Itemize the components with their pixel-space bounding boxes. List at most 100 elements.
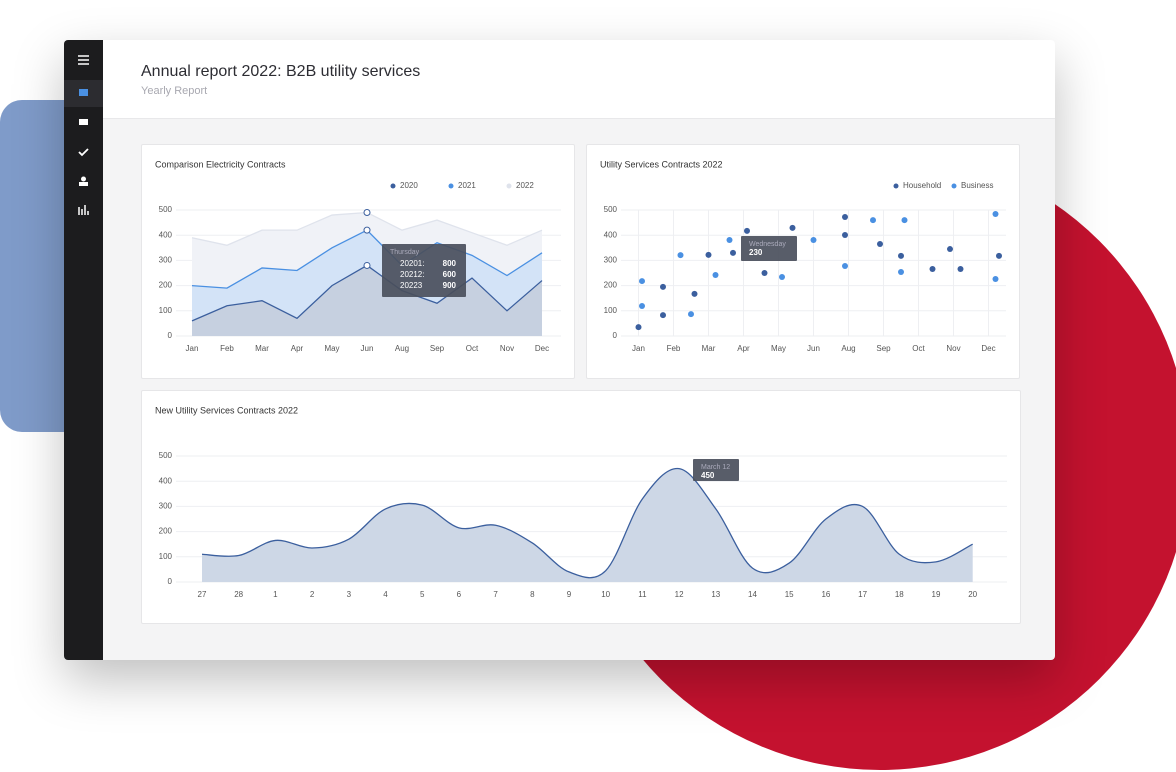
tooltip-label: 20223 xyxy=(400,281,423,290)
tooltip-title: Wednesday xyxy=(749,241,786,248)
point xyxy=(660,312,666,319)
y-tick-label: 300 xyxy=(159,256,173,265)
x-tick-label: 13 xyxy=(711,590,720,599)
chart-title: Comparison Electricity Contracts xyxy=(155,159,286,169)
x-tick-label: Apr xyxy=(291,344,304,353)
user-icon xyxy=(79,182,88,186)
x-tick-label: 28 xyxy=(234,590,243,599)
tooltip-value: 800 xyxy=(443,259,457,268)
x-tick-label: 8 xyxy=(530,590,535,599)
point xyxy=(870,217,876,224)
point xyxy=(779,274,785,281)
chart-title: Utility Services Contracts 2022 xyxy=(600,159,723,169)
y-tick-label: 100 xyxy=(159,552,173,561)
chart-icon[interactable] xyxy=(78,205,89,215)
point xyxy=(947,246,953,253)
y-tick-label: 300 xyxy=(159,502,173,511)
x-tick-label: Feb xyxy=(220,344,234,353)
chart-panel: New Utility Services Contracts 2022 0 100 2… xyxy=(141,390,1021,624)
x-tick-label: Mar xyxy=(702,344,716,353)
tooltip-value: 450 xyxy=(701,471,715,480)
point xyxy=(726,236,733,243)
y-tick-label: 400 xyxy=(159,230,173,239)
x-tick-label: 1 xyxy=(273,590,278,599)
point xyxy=(992,276,999,283)
y-tick-label: 400 xyxy=(604,230,618,239)
user-icon[interactable] xyxy=(81,176,86,182)
app-window: Annual report 2022: B2B utility services… xyxy=(64,40,1055,660)
x-tick-label: Aug xyxy=(395,344,409,353)
x-tick-label: 2 xyxy=(310,590,315,599)
legend-label: Business xyxy=(961,181,993,190)
point xyxy=(898,268,904,275)
point xyxy=(691,290,698,297)
y-tick-label: 100 xyxy=(159,306,173,315)
point xyxy=(957,265,964,272)
point xyxy=(635,324,642,331)
legend-label: 2022 xyxy=(516,181,534,190)
x-tick-label: 4 xyxy=(383,590,388,599)
y-tick-label: 200 xyxy=(159,527,173,536)
tooltip xyxy=(693,459,739,481)
x-tick-label: Oct xyxy=(912,344,925,353)
legend-marker xyxy=(951,183,957,189)
y-tick-label: 0 xyxy=(613,331,618,340)
folder-icon[interactable] xyxy=(79,119,88,125)
y-tick-label: 300 xyxy=(604,256,618,265)
x-tick-label: Oct xyxy=(466,344,479,353)
tooltip xyxy=(382,244,466,297)
point xyxy=(712,272,719,279)
x-tick-label: Nov xyxy=(946,344,960,353)
y-tick-label: 500 xyxy=(159,451,173,460)
tooltip-label: 20201: xyxy=(400,259,424,268)
legend-label: Household xyxy=(903,181,941,190)
point xyxy=(901,217,908,224)
page-subtitle: Yearly Report xyxy=(141,85,208,97)
point xyxy=(929,265,936,272)
legend-marker xyxy=(893,183,899,189)
point xyxy=(761,270,768,276)
x-tick-label: Feb xyxy=(667,344,681,353)
y-tick-label: 200 xyxy=(159,281,173,290)
x-tick-label: Nov xyxy=(500,344,514,353)
area xyxy=(192,265,542,336)
point xyxy=(996,252,1002,259)
chart-panel: Comparison Electricity Contracts 0 100 200 3… xyxy=(141,144,575,379)
x-tick-label: 14 xyxy=(748,590,757,599)
x-tick-label: 5 xyxy=(420,590,425,599)
point xyxy=(842,214,848,221)
chart: New Utility Services Contracts 2022 0 100 2… xyxy=(155,405,1007,599)
y-tick-label: 0 xyxy=(168,331,173,340)
legend-marker xyxy=(506,183,512,189)
header: Annual report 2022: B2B utility services… xyxy=(103,40,1055,119)
point xyxy=(877,241,883,248)
menu-icon[interactable] xyxy=(78,55,89,65)
x-tick-label: Jun xyxy=(807,344,820,353)
x-tick-label: 11 xyxy=(638,590,647,599)
point xyxy=(677,252,684,259)
x-tick-label: Jan xyxy=(186,344,199,353)
x-tick-label: Sep xyxy=(430,344,445,353)
x-tick-label: Jan xyxy=(632,344,645,353)
dashboard-icon[interactable] xyxy=(79,89,88,96)
x-tick-label: 7 xyxy=(493,590,498,599)
x-tick-label: 3 xyxy=(347,590,352,599)
x-tick-label: 15 xyxy=(785,590,794,599)
y-tick-label: 400 xyxy=(159,476,173,485)
tooltip xyxy=(741,236,797,261)
tooltip-value: 900 xyxy=(443,281,457,290)
legend-marker xyxy=(390,183,396,189)
area xyxy=(202,468,973,582)
point xyxy=(639,278,645,285)
x-tick-label: 19 xyxy=(932,590,941,599)
sidebar xyxy=(64,40,103,660)
tooltip-value: 230 xyxy=(749,248,763,257)
x-tick-label: Mar xyxy=(255,344,269,353)
x-tick-label: 6 xyxy=(457,590,462,599)
y-tick-label: 100 xyxy=(604,306,618,315)
check-icon[interactable] xyxy=(78,148,89,157)
point xyxy=(842,231,848,238)
point xyxy=(660,283,666,290)
chart-title: New Utility Services Contracts 2022 xyxy=(155,405,298,415)
